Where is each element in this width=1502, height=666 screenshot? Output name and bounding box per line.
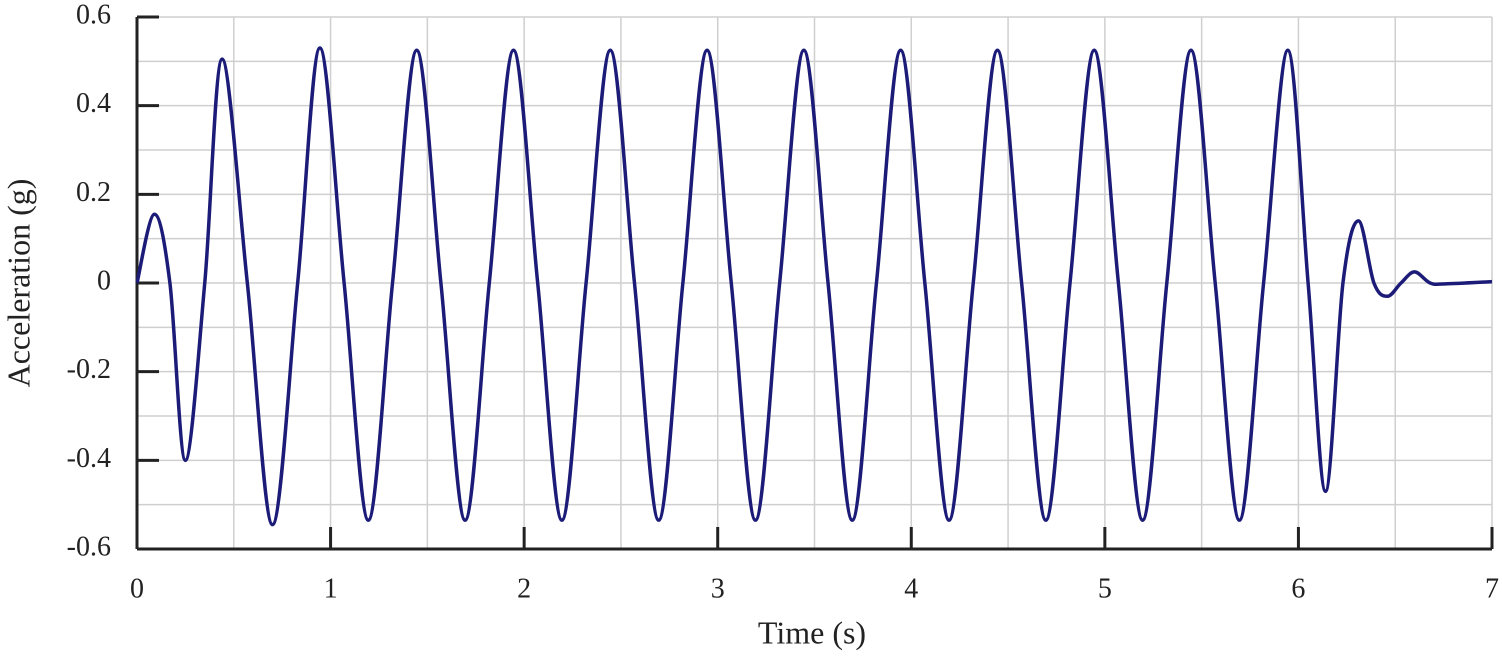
y-tick-label: 0.4	[76, 88, 111, 119]
x-tick-label: 6	[1291, 573, 1305, 604]
x-tick-label: 5	[1098, 573, 1112, 604]
x-tick-label: 0	[130, 573, 144, 604]
x-tick-label: 2	[517, 573, 531, 604]
x-tick-label: 7	[1485, 573, 1499, 604]
y-tick-label: 0	[97, 265, 111, 296]
y-tick-label: -0.4	[67, 443, 111, 474]
x-tick-label: 4	[904, 573, 918, 604]
y-tick-label: -0.6	[67, 531, 111, 562]
y-tick-label: 0.2	[76, 177, 111, 208]
x-tick-label: 1	[324, 573, 338, 604]
x-axis-title: Time (s)	[758, 614, 866, 650]
x-tick-label: 3	[711, 573, 725, 604]
y-tick-label: 0.6	[76, 0, 111, 30]
y-tick-label: -0.2	[67, 354, 111, 385]
y-axis-title: Acceleration (g)	[0, 179, 36, 388]
data-line	[135, 46, 1493, 527]
